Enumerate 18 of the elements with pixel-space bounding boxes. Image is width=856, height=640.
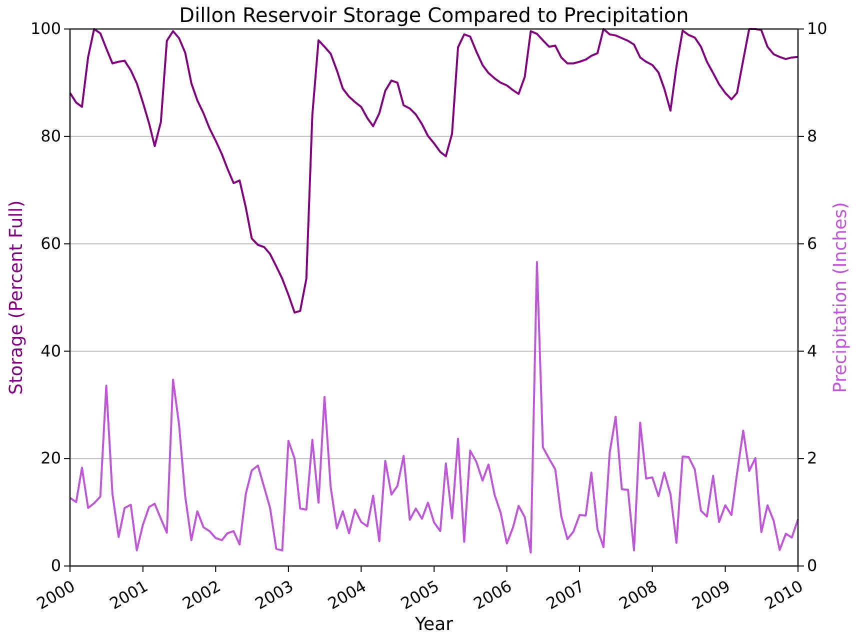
- y-tick-label: 0: [50, 556, 61, 576]
- y2-tick-label: 2: [807, 448, 818, 468]
- x-axis-title: Year: [414, 614, 454, 635]
- line-series: [69, 261, 799, 554]
- y2-tick-label: 10: [807, 19, 828, 38]
- y-tick-label: 80: [40, 126, 61, 146]
- y-tick-label: 20: [40, 448, 61, 468]
- y-axis-title: Storage (Percent Full): [6, 200, 27, 395]
- chart-title: Dillon Reservoir Storage Compared to Precipitation: [179, 3, 689, 27]
- y2-tick-label: 0: [807, 556, 818, 576]
- y2-tick-label: 8: [807, 126, 818, 146]
- y-tick-label: 60: [40, 234, 61, 253]
- y2-axis-title: Precipitation (Inches): [830, 202, 851, 393]
- y-tick-label: 40: [40, 341, 61, 360]
- y2-tick-label: 4: [807, 341, 818, 360]
- y2-tick-label: 6: [807, 234, 818, 253]
- y-tick-label: 100: [30, 19, 61, 38]
- line-series: [69, 28, 799, 314]
